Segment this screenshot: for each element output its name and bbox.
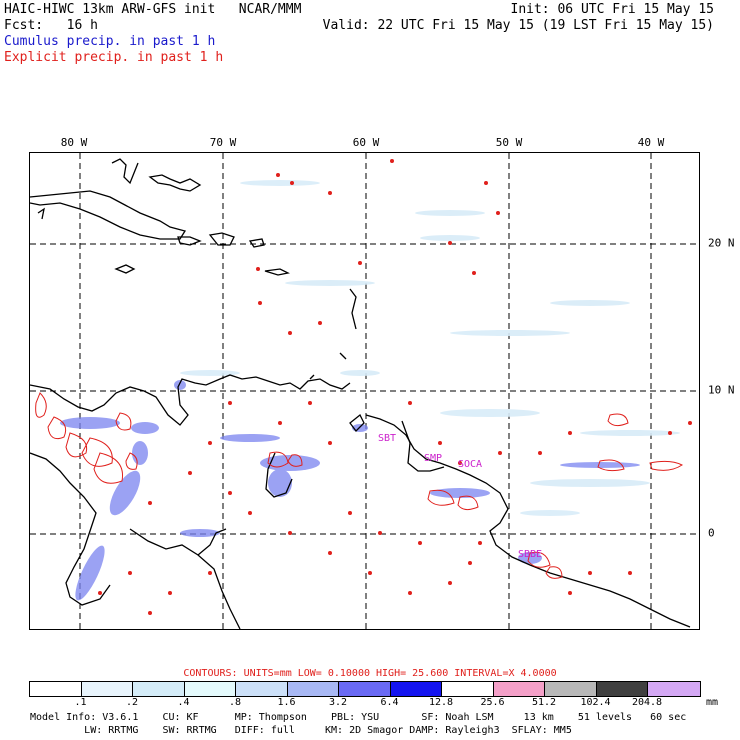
header-valid: Valid: 22 UTC Fri 15 May 15 (19 LST Fri …	[322, 18, 714, 33]
color-scale-swatch	[442, 682, 494, 696]
header-forecast: Fcst: 16 h	[4, 18, 98, 33]
color-scale-label: 3.2	[328, 697, 348, 708]
color-scale-swatch	[133, 682, 185, 696]
cumulus-light-patches	[180, 180, 680, 516]
station-labels: SBT SMP SOCA SBBE	[378, 433, 542, 560]
lon-label-60w: 60 W	[352, 136, 380, 149]
cumulus-heavy-bands	[60, 380, 640, 601]
contours-info: CONTOURS: UNITS=mm LOW= 0.10000 HIGH= 25…	[183, 668, 557, 679]
color-scale-units: mm	[706, 697, 719, 708]
map-panel: SBT SMP SOCA SBBE	[29, 152, 700, 630]
lat-label-20n: 20 N	[708, 236, 735, 250]
graticule	[30, 153, 699, 629]
station-label-soca: SOCA	[458, 459, 482, 470]
map-canvas: SBT SMP SOCA SBBE	[30, 153, 699, 629]
station-label-smp: SMP	[424, 453, 442, 464]
color-scale-label: 25.6	[480, 697, 505, 708]
color-scale-swatch	[339, 682, 391, 696]
legend-explicit: Explicit precip. in past 1 h	[4, 50, 224, 65]
color-scale-label: 102.4	[580, 697, 611, 708]
explicit-precip-contours	[35, 392, 683, 579]
color-scale-swatch	[596, 682, 648, 696]
color-scale-label: 51.2	[531, 697, 557, 708]
lon-label-80w: 80 W	[60, 136, 88, 149]
color-scale-label: .2	[125, 697, 139, 708]
color-scale-swatch	[545, 682, 597, 696]
legend-cumulus: Cumulus precip. in past 1 h	[4, 34, 216, 49]
color-scale-label: .4	[177, 697, 190, 708]
color-scale-bar	[29, 681, 701, 697]
lat-label-10n: 10 N	[708, 383, 735, 397]
color-scale-swatch	[648, 682, 700, 696]
header-title: HAIC-HIWC 13km ARW-GFS init NCAR/MMM	[4, 2, 302, 17]
color-scale-swatch	[30, 682, 82, 696]
coastlines	[30, 158, 691, 629]
color-scale-swatch	[236, 682, 288, 696]
color-scale-swatch	[493, 682, 545, 696]
color-scale-label: .1	[74, 697, 87, 708]
header-init: Init: 06 UTC Fri 15 May 15	[510, 2, 715, 17]
model-info-line2: LW: RRTMG SW: RRTMG DIFF: full KM: 2D Sm…	[30, 725, 572, 736]
lat-label-0: 0	[708, 526, 715, 540]
color-scale-label: 1.6	[277, 697, 296, 708]
color-scale-label: 12.8	[428, 697, 454, 708]
explicit-precip-speckles	[98, 159, 692, 615]
color-scale-swatch	[184, 682, 236, 696]
model-info-line1: Model Info: V3.6.1 CU: KF MP: Thompson P…	[30, 712, 687, 723]
station-label-sbbe: SBBE	[518, 549, 542, 560]
color-scale-label: 6.4	[380, 697, 399, 708]
color-scale-label: .8	[228, 697, 242, 708]
color-scale-swatch	[287, 682, 339, 696]
lon-label-70w: 70 W	[209, 136, 237, 149]
color-scale-label: 204.8	[631, 697, 663, 708]
color-scale-swatch	[390, 682, 442, 696]
lon-label-50w: 50 W	[495, 136, 523, 149]
lon-label-40w: 40 W	[637, 136, 665, 149]
station-label-sbt: SBT	[378, 433, 396, 444]
color-scale-swatch	[81, 682, 133, 696]
